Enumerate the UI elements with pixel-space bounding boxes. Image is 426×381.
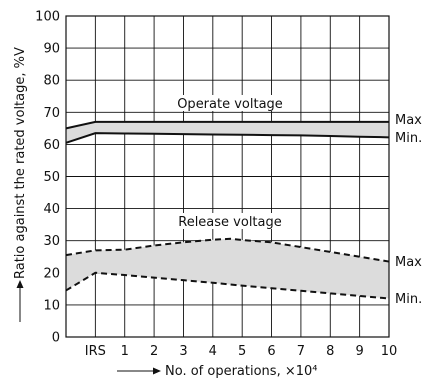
x-tick-2: 2 [150, 344, 158, 359]
operate-min-label: Min. [395, 131, 422, 146]
y-tick-60: 60 [43, 138, 60, 153]
plot-frame [65, 15, 390, 338]
y-tick-0: 0 [52, 331, 60, 346]
series-lines [65, 120, 390, 300]
x-tick-3: 3 [179, 344, 187, 359]
x-axis-title: No. of operations, ×10⁴ [117, 364, 317, 379]
y-axis-arrow-head [16, 280, 24, 288]
y-tick-100: 100 [35, 10, 60, 25]
x-tick-9: 9 [355, 344, 363, 359]
x-tick-IRS: IRS [85, 344, 106, 359]
x-tick-4: 4 [209, 344, 217, 359]
y-axis-label: Ratio against the rated voltage, %V [13, 47, 28, 279]
x-tick-5: 5 [238, 344, 246, 359]
operate-min-line [65, 132, 390, 144]
plot-border [65, 15, 390, 338]
operate-voltage-label: Operate voltage [177, 97, 283, 112]
y-tick-labels: 0 10 20 30 40 50 60 70 80 90 100 [35, 10, 60, 346]
x-tick-1: 1 [121, 344, 129, 359]
x-axis-label: No. of operations, ×10⁴ [165, 364, 317, 379]
x-tick-8: 8 [326, 344, 334, 359]
y-tick-30: 30 [43, 234, 60, 249]
operate-max-label: Max [395, 113, 422, 128]
release-max-line [65, 237, 390, 263]
x-tick-7: 7 [297, 344, 305, 359]
release-min-line [65, 271, 390, 300]
y-tick-20: 20 [43, 266, 60, 281]
x-tick-10: 10 [381, 344, 398, 359]
release-voltage-label: Release voltage [178, 215, 282, 230]
release-label-bg [172, 213, 288, 229]
release-voltage-band [66, 238, 389, 299]
release-min-label: Min. [395, 292, 422, 307]
y-axis-title: Ratio against the rated voltage, %V [13, 47, 28, 322]
y-tick-50: 50 [43, 170, 60, 185]
x-tick-labels: IRS 1 2 3 4 5 6 7 8 9 10 [85, 344, 397, 359]
x-axis-arrow-head [153, 367, 161, 375]
y-tick-90: 90 [43, 42, 60, 57]
operate-voltage-band [66, 121, 389, 143]
release-max-label: Max [395, 255, 422, 270]
y-tick-40: 40 [43, 202, 60, 217]
x-tick-6: 6 [267, 344, 275, 359]
band-fills [66, 121, 389, 299]
operate-label-bg [172, 95, 288, 111]
y-tick-80: 80 [43, 74, 60, 89]
y-tick-10: 10 [43, 298, 60, 313]
y-tick-70: 70 [43, 106, 60, 121]
operate-max-line [65, 120, 389, 130]
